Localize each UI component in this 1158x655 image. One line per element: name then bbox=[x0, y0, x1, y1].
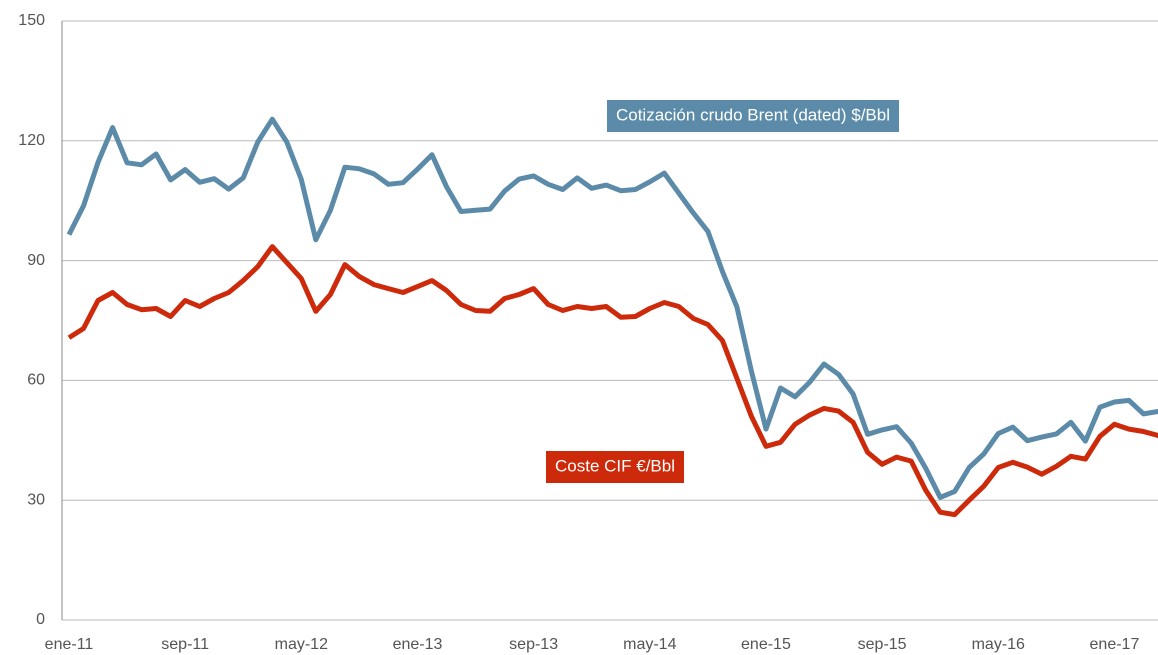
y-tick-label: 30 bbox=[27, 491, 45, 508]
x-tick-label: may-12 bbox=[275, 636, 328, 653]
y-tick-label: 90 bbox=[27, 252, 45, 269]
series-label-box bbox=[546, 451, 684, 483]
series-label: Coste CIF €/Bbl bbox=[555, 456, 675, 475]
series-line bbox=[67, 244, 1158, 518]
series-label: Cotización crudo Brent (dated) $/Bbl bbox=[616, 105, 890, 124]
y-tick-label: 150 bbox=[18, 12, 45, 29]
x-tick-label: ene-11 bbox=[45, 636, 94, 653]
series-label-box bbox=[606, 100, 900, 132]
x-tick-label: ene-15 bbox=[741, 636, 791, 653]
x-tick-label: may-16 bbox=[972, 636, 1025, 653]
y-tick-label: 0 bbox=[36, 611, 45, 628]
x-tick-label: sep-13 bbox=[509, 636, 558, 653]
series-line bbox=[66, 116, 1158, 500]
y-tick-label: 60 bbox=[27, 372, 45, 389]
x-tick-label: ene-17 bbox=[1090, 636, 1140, 653]
x-tick-label: sep-11 bbox=[161, 636, 209, 653]
x-tick-label: may-14 bbox=[623, 636, 676, 653]
y-tick-label: 120 bbox=[18, 132, 45, 149]
x-tick-label: ene-13 bbox=[393, 636, 443, 653]
x-tick-label: sep-15 bbox=[858, 636, 907, 653]
